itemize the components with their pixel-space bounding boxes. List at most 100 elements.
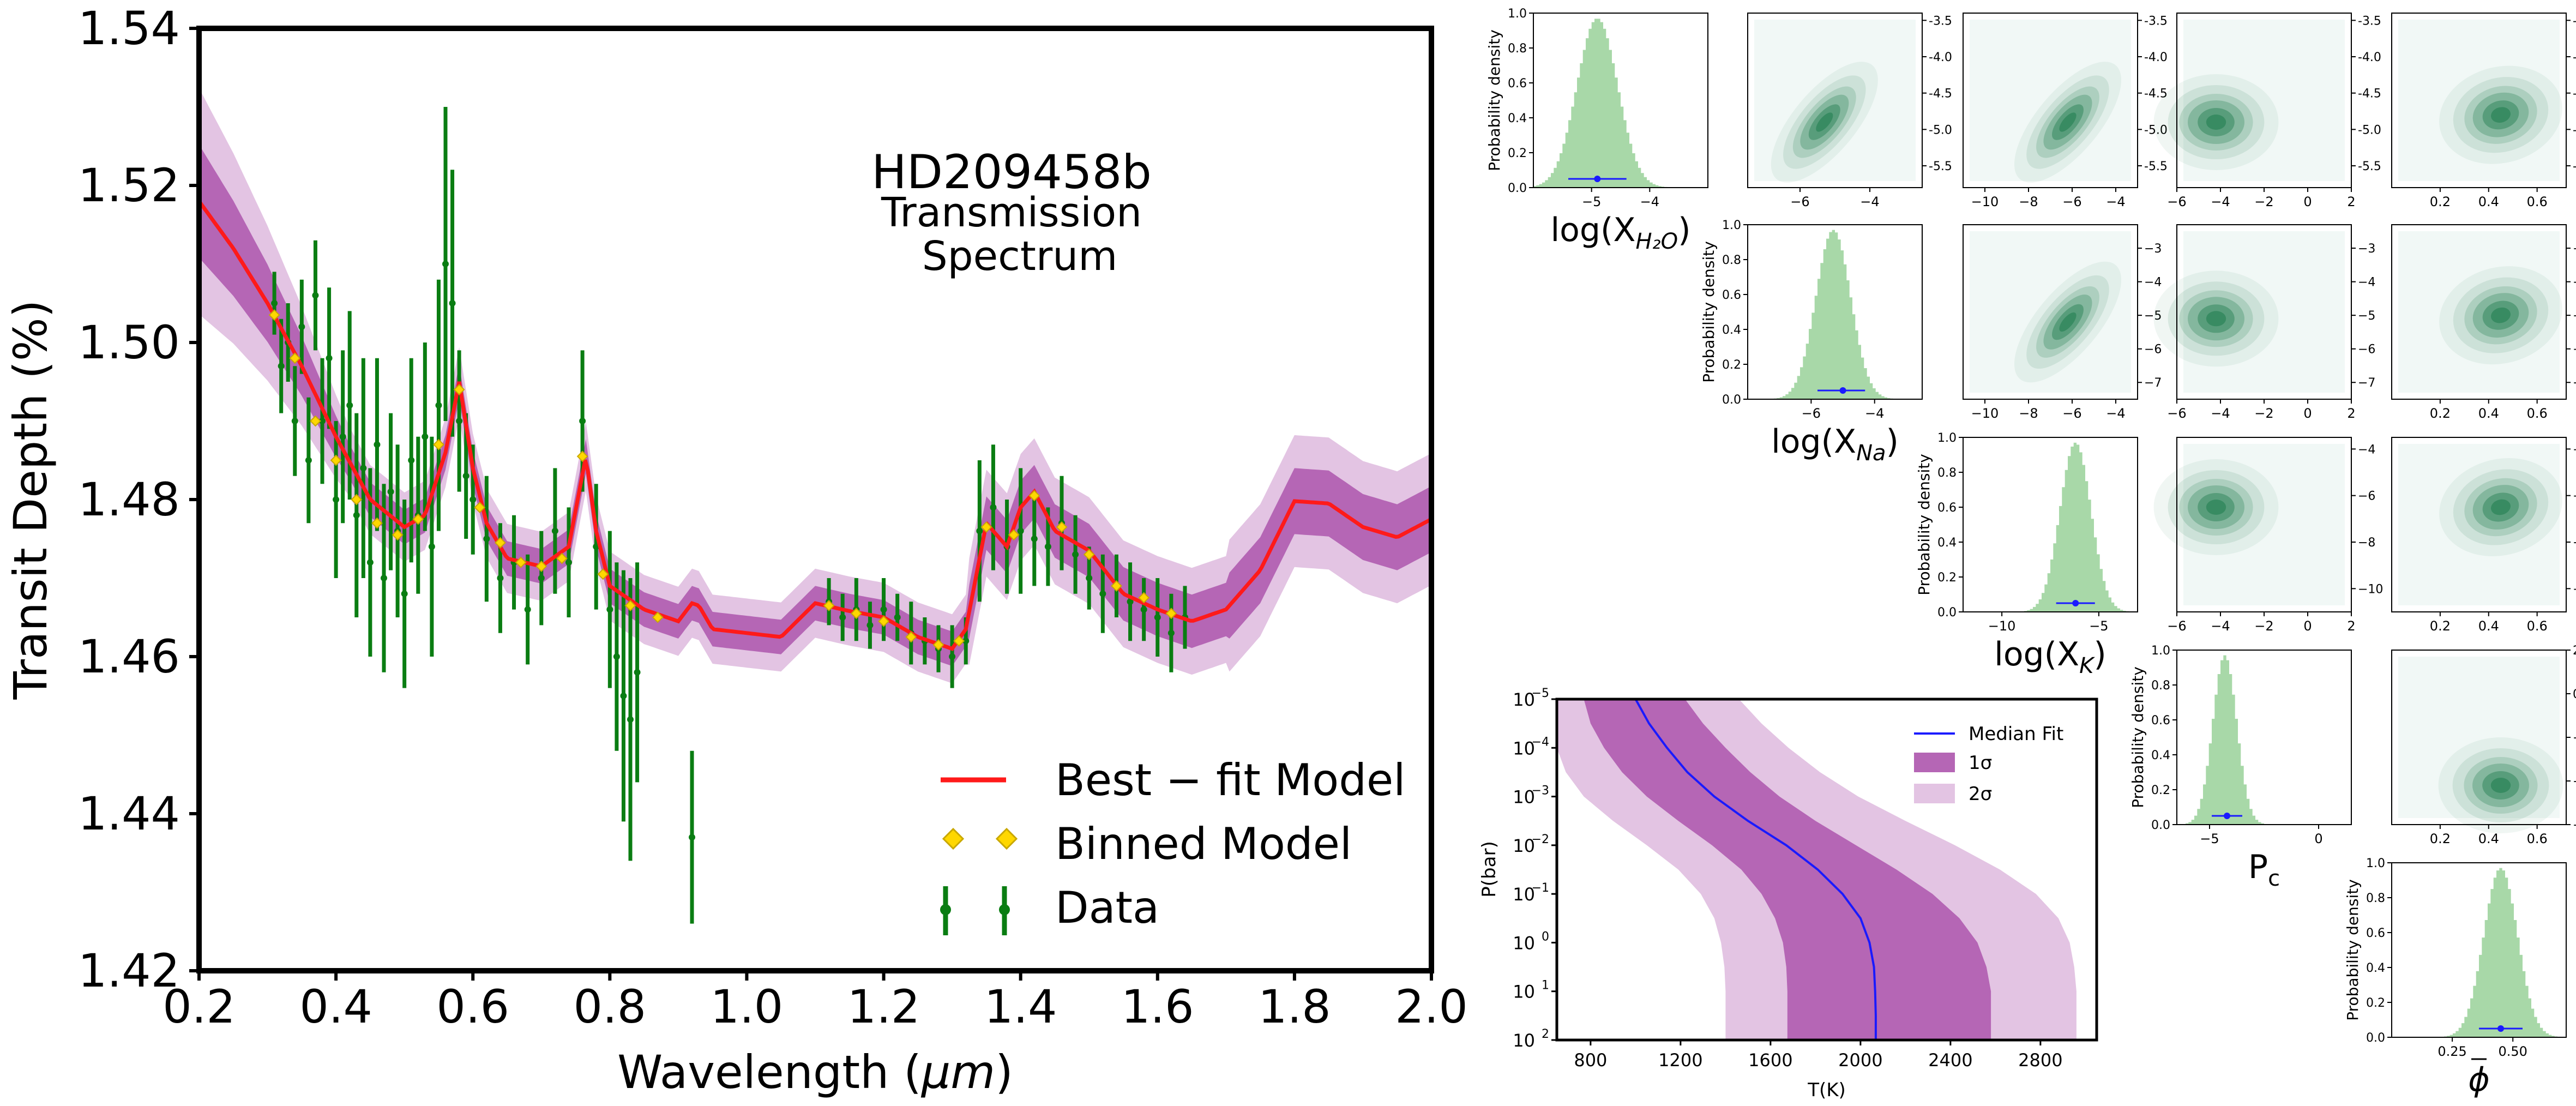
hist-y-tick-label: 1.0 <box>1722 219 1741 232</box>
hist-y-tick-label: 0.4 <box>2151 749 2170 762</box>
density-contour <box>1816 112 1833 132</box>
x-tick-label: 1.4 <box>984 980 1057 1033</box>
pair-x-tick-label: 0 <box>2303 194 2312 209</box>
legend-data-swatch <box>940 886 1010 935</box>
parameter-label: Pc <box>2248 848 2280 891</box>
pair-density-panel: 0.2 0.4 0.6 −3 −4 −5 −6 −7 <box>2391 224 2576 421</box>
pair-x-tick-label: −6 <box>2167 194 2186 209</box>
binned-model-point <box>980 521 992 533</box>
pair-frame <box>2391 224 2567 400</box>
data-point <box>401 590 408 597</box>
corner-plot: −5 −4 0.0 0.2 0.4 0.6 0.8 1.0 Probability densit… <box>1485 7 2576 1099</box>
pt-y-tick-exponent: −3 <box>1532 784 1549 798</box>
data-point <box>462 472 470 479</box>
posterior-histogram-panel: −6 −4 0.0 0.2 0.4 0.6 0.8 1.0 Probability densit… <box>1700 219 1923 466</box>
pt-x-tick-label: 800 <box>1574 1050 1607 1071</box>
data-point <box>470 496 477 503</box>
pt-bands <box>1557 699 2077 1040</box>
posterior-median-marker <box>1839 387 1846 394</box>
pair-y-tick-label: −4 <box>2573 276 2576 290</box>
pt-legend-1sigma-label: 1σ <box>1969 752 1992 774</box>
pair-y-tick-label: −6 <box>2573 343 2576 357</box>
density-contour <box>2059 112 2077 132</box>
pair-x-tick-label: −4 <box>1860 194 1879 209</box>
data-point <box>565 559 572 566</box>
hist-x-tick-label: −6 <box>1802 406 1821 421</box>
histogram-frame <box>1963 437 2138 612</box>
data-point <box>387 488 394 495</box>
binned-model-point <box>268 309 280 321</box>
legend-binned-swatch <box>942 827 1018 850</box>
pair-y-tick-label: -4.5 <box>2573 87 2576 101</box>
pair-y-tick-label: −10 <box>2358 582 2383 596</box>
pair-x-tick-label: −6 <box>1790 194 1809 209</box>
pt-y-tick-exponent: 0 <box>1542 930 1549 943</box>
hist-y-tick-label: 0.0 <box>2366 1031 2385 1045</box>
pair-x-tick-label: −6 <box>2062 406 2081 421</box>
spectrum-x-label: Wavelength (μm) <box>617 1045 1013 1099</box>
binned-model-point <box>953 635 965 647</box>
pair-x-tick-label: 0.6 <box>2527 831 2548 846</box>
density-background <box>2183 20 2345 181</box>
hist-y-label: Probability density <box>1915 454 1933 596</box>
binned-model-point <box>823 599 835 611</box>
data-point <box>298 323 305 330</box>
binned-model-point <box>330 454 342 466</box>
pair-y-tick-label: -3.5 <box>1929 14 1952 28</box>
pair-y-tick-label: -5.5 <box>2573 160 2576 173</box>
data-point <box>1017 527 1024 534</box>
pt-x-label: T(K) <box>1807 1079 1846 1101</box>
pair-x-tick-label: −6 <box>2167 406 2186 421</box>
spectrum-y-label: Transit Depth (%) <box>4 300 57 700</box>
pair-y-tick-label: -4.0 <box>2358 51 2381 64</box>
best-fit-model <box>197 200 1433 651</box>
pair-y-tick-label: -5.5 <box>2358 160 2381 173</box>
x-tick-label: 2.0 <box>1395 980 1468 1033</box>
pair-y-tick-label: −10 <box>2573 582 2576 596</box>
pair-y-tick-label: -5.0 <box>2144 123 2168 137</box>
hist-x-tick-label: −5 <box>2089 618 2108 634</box>
pair-x-tick-label: −10 <box>1971 406 1999 421</box>
density-background <box>1970 20 2131 181</box>
posterior-median-marker <box>2224 813 2230 819</box>
hist-y-tick-label: 0.4 <box>1937 536 1957 550</box>
posterior-histogram-panel: −5 0 0.0 0.2 0.4 0.6 0.8 1.0 Probability density… <box>2129 644 2352 891</box>
pair-y-tick-label: -5.0 <box>1929 123 1952 137</box>
pair-x-tick-label: 0.4 <box>2478 831 2499 846</box>
pt-x-tick-label: 1200 <box>1658 1050 1702 1071</box>
density-contour <box>2491 107 2511 123</box>
binned-model-point <box>1008 529 1020 541</box>
binned-model-point <box>1165 608 1177 620</box>
data-point <box>839 614 846 621</box>
data-point <box>1031 536 1038 542</box>
density-background <box>2398 444 2560 605</box>
data-point <box>449 300 456 306</box>
hist-x-tick-label: 0.50 <box>2499 1044 2527 1059</box>
data-point <box>634 669 641 676</box>
pair-x-tick-label: 2 <box>2347 194 2355 209</box>
pair-density-panel: 0.2 0.4 0.6 -3.5 -4.0 -4.5 -5.0 -5.5 <box>2391 13 2576 209</box>
pt-y-tick-label: 10 <box>1513 738 1535 759</box>
binned-model-point <box>371 517 383 529</box>
data-point <box>422 433 429 440</box>
pair-y-tick-label: -5.0 <box>2358 123 2381 137</box>
pair-x-tick-label: 0.6 <box>2527 194 2548 209</box>
pt-1sigma-region <box>1584 699 1991 1040</box>
binned-model-point <box>1138 592 1150 604</box>
posterior-median-marker <box>1594 176 1601 182</box>
data-point <box>606 606 613 613</box>
hist-y-tick-label: 0.2 <box>1508 147 1527 160</box>
pair-x-tick-label: −4 <box>2211 618 2230 634</box>
binned-model-point <box>850 608 862 620</box>
y-tick-label: 1.42 <box>78 944 180 997</box>
pair-y-tick-label: −7 <box>2144 376 2162 390</box>
pair-y-tick-label: −4 <box>2358 276 2375 290</box>
pair-y-tick-label: −6 <box>2144 343 2162 357</box>
pt-x-tick-label: 2400 <box>1928 1050 1972 1071</box>
pair-density-panel: −6 −4 −2 0 2 -3.5 -4.0 -4.5 -5.0 -5.5 <box>2153 13 2381 209</box>
y-tick-label: 1.48 <box>78 473 180 526</box>
hist-x-tick-label: −5 <box>1582 194 1601 209</box>
data-point <box>1154 614 1161 621</box>
data-point <box>579 418 586 424</box>
pair-y-tick-label: −6 <box>2358 490 2375 503</box>
